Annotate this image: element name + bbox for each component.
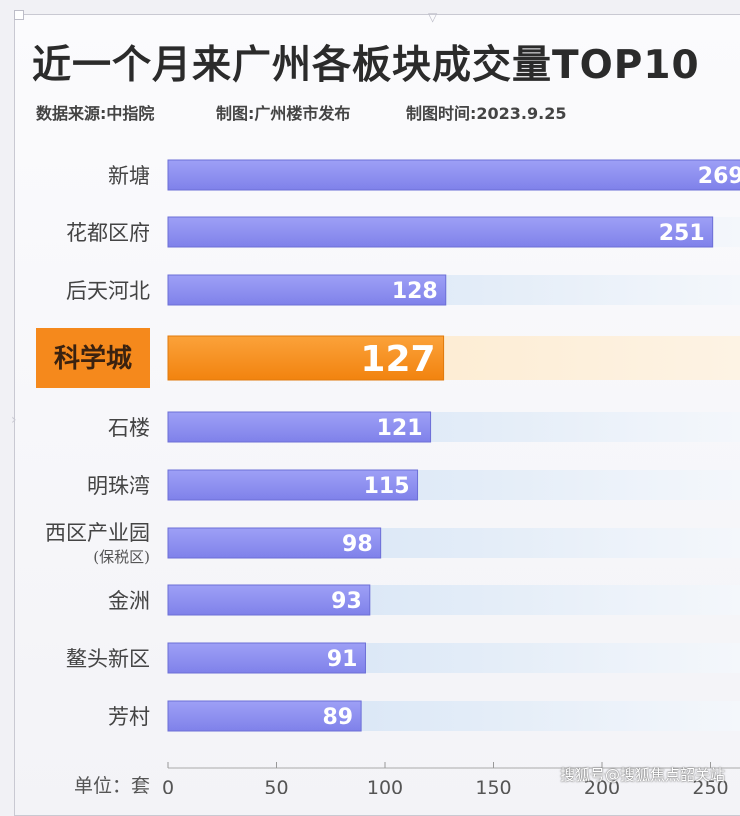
category-label: 新塘 <box>108 164 150 188</box>
category-label: 明珠湾 <box>87 474 150 498</box>
bar-9 <box>167 642 366 674</box>
watermark: 搜狐号@搜狐焦点韶关站 <box>560 766 726 784</box>
category-label: 科学城 <box>54 343 132 374</box>
x-tick-label: 200 <box>584 777 620 794</box>
bar-6 <box>167 469 419 501</box>
frame-side-icon: › <box>11 412 17 428</box>
bar-value-label: 269 <box>698 164 740 189</box>
bar-7 <box>167 527 382 559</box>
bar-value-label: 91 <box>327 647 358 672</box>
chart-title: 近一个月来广州各板块成交量TOP10 <box>32 43 700 88</box>
x-tick-label: 50 <box>264 777 288 794</box>
category-label: 花都区府 <box>66 221 150 245</box>
data-source: 数据来源:中指院 <box>36 104 155 123</box>
x-tick-label: 0 <box>162 777 174 794</box>
highlight-label-box <box>36 328 150 388</box>
bar-1 <box>167 159 740 191</box>
category-label: 后天河北 <box>66 279 150 303</box>
bar-value-label: 128 <box>392 279 438 304</box>
bar-value-label: 89 <box>323 705 354 730</box>
bar-value-label: 115 <box>364 474 410 499</box>
chart-author: 制图:广州楼市发布 <box>216 104 351 123</box>
bar-value-label: 98 <box>342 532 373 557</box>
category-label: 西区产业园 <box>45 521 150 545</box>
unit-label: 单位：套 <box>74 775 150 794</box>
category-label: 金洲 <box>108 589 150 613</box>
bar-value-label: 127 <box>360 339 435 380</box>
bar-2 <box>167 216 714 248</box>
frame-notch-icon: ▽ <box>428 10 438 24</box>
category-sublabel: (保税区) <box>93 548 150 566</box>
frame-corner-decoration <box>14 10 24 20</box>
bar-value-label: 121 <box>377 416 423 441</box>
bar-5 <box>167 411 432 443</box>
x-tick-label: 100 <box>367 777 403 794</box>
bar-8 <box>167 584 371 616</box>
category-label: 鳌头新区 <box>66 647 150 671</box>
category-label: 芳村 <box>108 705 150 729</box>
bar-value-label: 93 <box>331 589 362 614</box>
x-tick-label: 250 <box>692 777 728 794</box>
category-label: 石楼 <box>108 416 150 440</box>
x-tick-label: 150 <box>475 777 511 794</box>
bar-4 <box>167 335 445 381</box>
bar-10 <box>167 700 362 732</box>
chart-date: 制图时间:2023.9.25 <box>406 104 567 123</box>
bar-value-label: 251 <box>659 221 705 246</box>
bar-chart: 269 新塘 251 花都区府 128 后天河北 127 科学城 121 石楼 115 明珠湾 98 西区… <box>36 159 740 794</box>
bar-3 <box>167 274 447 306</box>
